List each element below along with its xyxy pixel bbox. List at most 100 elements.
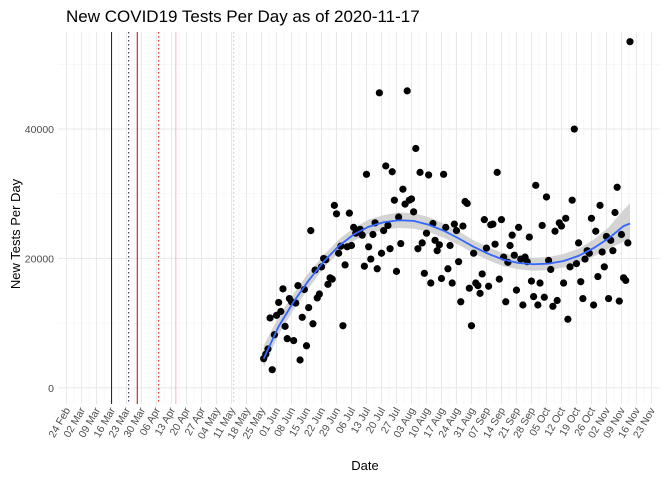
data-point [592,227,600,235]
data-point [609,247,617,255]
data-point [283,335,291,343]
data-point [615,297,623,305]
data-point [459,222,467,230]
data-point [497,216,506,224]
data-point [600,263,608,271]
data-point [375,89,383,97]
data-point [482,244,491,252]
data-point [589,301,598,309]
data-point [570,125,578,133]
data-point [553,296,561,305]
data-point [332,210,341,218]
data-point [275,298,283,307]
data-point [420,269,428,277]
data-point [266,314,274,322]
data-point [444,265,452,273]
data-point [324,280,332,288]
y-axis-title: New Tests Per Day [8,178,23,289]
data-point [598,248,606,256]
data-point [294,282,302,290]
data-point [530,293,538,301]
data-point [328,275,336,283]
data-point [452,227,461,235]
data-point [380,227,388,235]
data-point [508,231,516,239]
data-point [491,240,499,248]
data-point [337,242,345,250]
data-point [470,249,478,257]
data-point [442,223,450,231]
data-point [476,289,484,297]
data-point [311,266,319,274]
data-point [495,275,503,283]
data-point [455,258,463,266]
confidence-ribbon [263,203,631,368]
data-point [572,260,581,268]
data-point [307,227,315,235]
data-point [527,277,536,285]
data-point [581,255,589,263]
data-point [440,170,448,178]
data-point [373,265,381,273]
data-point [369,230,377,239]
data-point [540,293,548,301]
y-tick-labels: 0 20000 40000 [25,124,54,395]
data-point [446,241,454,250]
y-tick-label: 40000 [25,124,54,136]
data-point [431,236,439,244]
data-point [577,278,585,286]
data-point [559,279,568,287]
data-point [613,183,621,191]
data-point [512,286,521,294]
chart-title: New COVID19 Tests Per Day as of 2020-11-… [66,7,420,26]
data-point [358,231,366,239]
data-point [502,298,510,306]
data-point [587,214,596,222]
data-point [544,256,553,264]
data-point [506,241,514,250]
data-point [435,241,443,249]
data-point [465,284,473,292]
data-point [407,195,416,203]
data-point [416,168,424,176]
event-lines [111,32,235,404]
data-point [564,315,572,323]
data-point [480,216,488,224]
data-point [403,87,411,95]
data-point [534,301,542,309]
data-point [309,320,317,328]
data-point [341,261,349,269]
data-point [467,322,476,330]
data-point [367,255,375,263]
data-point [302,342,311,350]
data-point [414,245,422,253]
data-point [574,239,583,247]
data-point [525,233,533,241]
data-point [362,170,371,178]
data-point [290,336,298,345]
data-point [365,243,373,251]
data-point [536,279,544,287]
data-point [390,196,398,204]
data-point [347,241,356,250]
data-point [557,222,566,230]
data-point [596,201,604,209]
data-point [532,181,540,189]
data-point [277,307,285,316]
data-point [510,251,518,259]
data-point [489,220,497,228]
data-point [360,262,368,270]
data-point [377,249,386,257]
data-point [450,220,458,228]
data-point [418,239,426,247]
data-point [437,274,446,283]
y-tick-label: 20000 [25,253,54,265]
data-point [397,239,405,248]
smooth-line-layer [262,219,631,360]
data-point [345,209,353,217]
data-point [624,239,632,247]
data-point [433,247,441,255]
data-point [549,302,557,310]
data-point [579,294,587,303]
